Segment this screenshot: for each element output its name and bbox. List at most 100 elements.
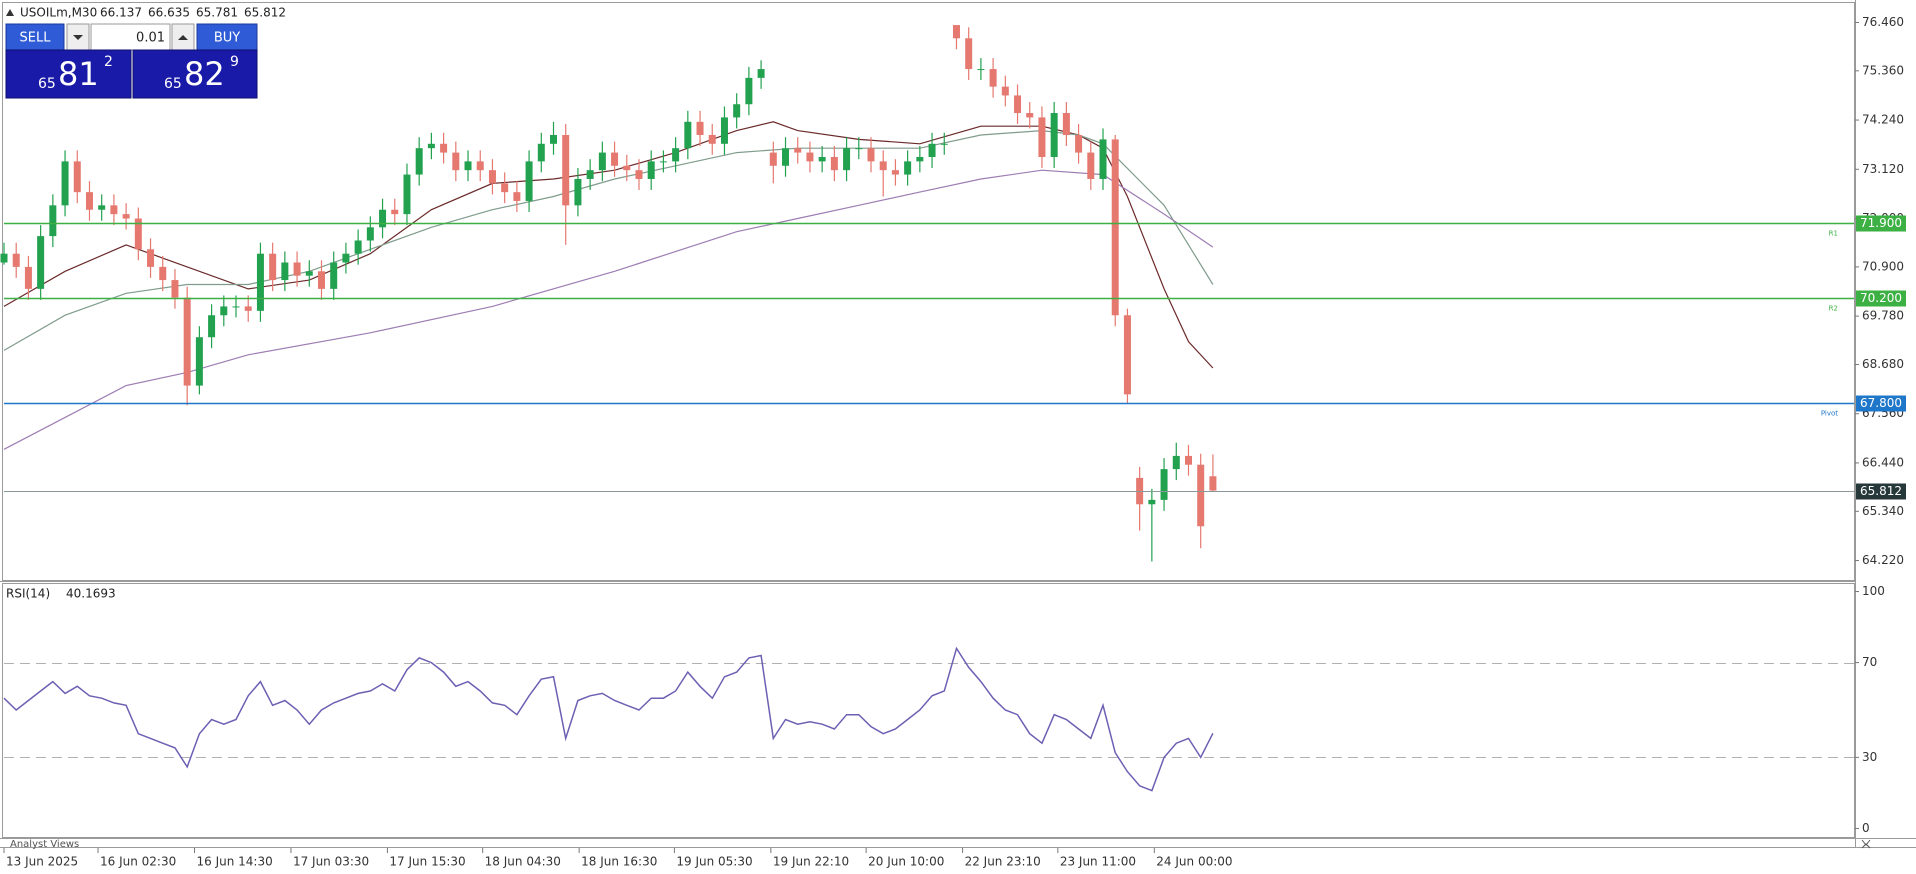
candle-body [550,135,558,144]
candle-body [977,69,985,71]
lot-input[interactable] [90,23,171,51]
candle-body [24,266,32,289]
candle-body [195,337,203,386]
y-tick-label: 64.220 [1862,553,1904,567]
candle-body [171,280,179,298]
candle-body [464,161,472,171]
candle-body [757,69,765,78]
candle-body [476,161,484,171]
candle-body [159,266,167,281]
candle-body [672,148,680,162]
candle-body [305,271,313,276]
candle-body [354,240,362,254]
candle-body [586,170,594,179]
y-tick-label: 74.240 [1862,113,1904,127]
y-tick-label: 66.440 [1862,455,1904,469]
level-name: R2 [1829,305,1838,313]
candle-body [1087,152,1095,179]
candle-body [1001,86,1009,96]
x-tick-label: 17 Jun 03:30 [293,855,369,869]
y-tick-label: 68.680 [1862,357,1904,371]
candle-body [1075,135,1083,153]
down-arrow [73,35,83,40]
candle-body [1184,455,1192,465]
trade-panel: SELL 0.01 BUY 65 81 2 65 82 9 [5,23,258,99]
candle-body [12,253,20,267]
candle-body [635,170,643,179]
candle-body [293,262,301,276]
candle-body [440,143,448,153]
candle-body [769,152,777,166]
panel-tab[interactable]: Analyst Views [10,839,79,850]
symbol-title: USOILm,M30 [20,6,97,20]
candle-body [623,165,631,171]
x-tick-label: 24 Jun 00:00 [1156,855,1232,869]
moving-average [3,129,1214,351]
candle-body [379,209,387,228]
candle-body [220,306,228,316]
candle-body [684,121,692,149]
candle-body [281,262,289,281]
x-tick-label: 19 Jun 05:30 [676,855,752,869]
header-icon[interactable] [6,9,14,16]
candle-body [73,161,81,193]
candle-body [122,214,130,219]
candle-body [1148,499,1156,505]
x-tick-label: 16 Jun 02:30 [100,855,176,869]
x-tick-label: 13 Jun 2025 [6,855,78,869]
candle-body [1050,113,1058,157]
level-name: R1 [1829,230,1838,238]
rsi-line [3,646,1214,792]
y-tick-label: 100 [1862,584,1885,598]
candle-body [916,156,924,162]
candle-body [391,209,399,215]
candle-body [1197,464,1205,527]
y-tick-label: 73.120 [1862,162,1904,176]
candle-body [537,143,545,162]
candle-body [843,148,851,171]
price-panel-frame [2,2,1855,581]
y-tick-label: 75.360 [1862,63,1904,77]
level-label-bg [1856,215,1906,232]
y-tick-label: 0 [1862,821,1870,835]
candle-body [928,143,936,157]
candle-body [488,170,496,184]
candle-body [598,152,606,171]
candle-body [0,253,8,263]
lot-value: 0.01 [136,31,165,46]
y-tick-label: 69.780 [1862,309,1904,323]
candle-body [696,121,704,136]
candle-body [1014,95,1022,114]
candle-body [110,205,118,215]
bid-box[interactable] [5,49,132,99]
candle-body [867,148,875,162]
candle-body [879,161,887,171]
candle-body [891,170,899,175]
candle-body [989,69,997,87]
candle-body [782,148,790,166]
candle-body [208,315,216,338]
expand-icon[interactable] [1861,843,1871,849]
bid-main: 81 [58,55,99,93]
bid-prefix: 65 [38,76,56,92]
ohlc-high: 66.635 [148,6,190,20]
ohlc-low: 65.781 [196,6,238,20]
level-label: 70.200 [1860,291,1902,305]
x-tick-label: 18 Jun 04:30 [485,855,561,869]
candle-body [366,227,374,241]
x-tick-label: 16 Jun 14:30 [196,855,272,869]
candle-body [733,104,741,118]
candle-body [1026,113,1034,118]
ask-box[interactable] [132,49,258,99]
x-tick-label: 20 Jun 10:00 [868,855,944,869]
candle-body [232,306,240,308]
candle-body [98,205,106,210]
rsi-title: RSI(14) [6,587,50,601]
candle-body [1111,139,1119,316]
collapse-icon[interactable] [1861,839,1871,846]
level-label-bg [1856,290,1906,307]
candle-body [330,262,338,289]
candle-body [501,183,509,193]
